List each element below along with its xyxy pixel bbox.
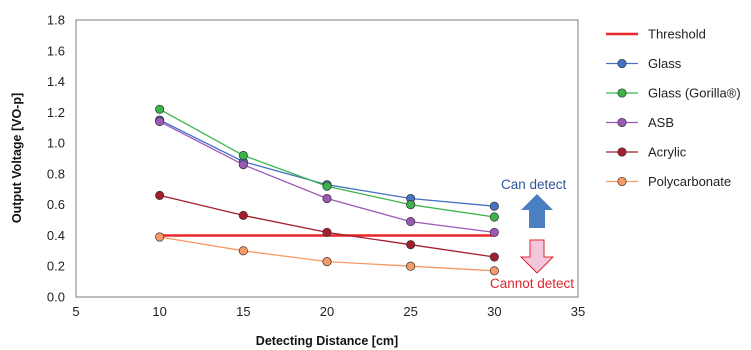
- cannot-detect-label: Cannot detect: [490, 276, 574, 291]
- data-point: [155, 117, 165, 127]
- legend-item: Threshold: [606, 27, 706, 42]
- legend-label: ASB: [648, 115, 674, 130]
- y-axis-title: Output Voltage [VO-p]: [10, 93, 24, 223]
- legend-marker: [617, 176, 627, 187]
- data-point: [322, 257, 332, 267]
- x-axis-ticks: 5 10 15 20 25 30 35: [72, 304, 585, 319]
- series-3: [155, 190, 499, 262]
- data-point: [489, 212, 499, 222]
- x-tick-label: 15: [236, 304, 250, 319]
- data-point: [322, 181, 332, 191]
- legend-item: ASB: [606, 115, 674, 130]
- data-point: [155, 232, 165, 242]
- series-4: [155, 232, 499, 276]
- y-tick-label: 1.6: [47, 43, 65, 58]
- legend-item: Glass (Gorilla®): [606, 86, 741, 101]
- y-tick-label: 0.4: [47, 228, 65, 243]
- y-tick-label: 0.6: [47, 197, 65, 212]
- legend-marker: [617, 88, 627, 98]
- y-axis-ticks: 0.0 0.2 0.4 0.6 0.8 1.0 1.2 1.4 1.6 1.8: [47, 13, 65, 305]
- data-point: [238, 160, 248, 170]
- series-2: [155, 117, 499, 237]
- can-detect-label: Can detect: [501, 177, 567, 192]
- data-point: [155, 190, 165, 200]
- legend-label: Acrylic: [648, 145, 687, 160]
- data-point: [238, 150, 248, 160]
- can-detect-annotation: Can detect: [501, 177, 567, 228]
- data-point: [489, 266, 499, 276]
- x-tick-label: 25: [403, 304, 417, 319]
- x-tick-label: 30: [487, 304, 501, 319]
- legend-label: Threshold: [648, 27, 706, 42]
- data-point: [238, 246, 248, 256]
- y-tick-label: 0.2: [47, 259, 65, 274]
- legend-item: Glass: [606, 56, 682, 71]
- x-tick-label: 5: [72, 304, 79, 319]
- x-tick-label: 20: [320, 304, 334, 319]
- data-point: [322, 227, 332, 237]
- data-point: [406, 217, 416, 227]
- legend-item: Polycarbonate: [606, 174, 731, 189]
- legend-label: Glass (Gorilla®): [648, 86, 741, 101]
- series-layer: [155, 104, 499, 276]
- data-point: [489, 227, 499, 237]
- legend-label: Glass: [648, 56, 682, 71]
- x-axis-title: Detecting Distance [cm]: [256, 334, 398, 348]
- data-point: [322, 193, 332, 204]
- y-tick-label: 0.0: [47, 290, 65, 305]
- legend: Threshold Glass Glass (Gorilla®) ASB Acrylic…: [606, 27, 741, 189]
- y-tick-label: 1.4: [47, 74, 65, 89]
- y-tick-label: 1.8: [47, 13, 65, 28]
- plot-area: [75, 19, 579, 298]
- y-tick-label: 1.2: [47, 105, 65, 120]
- cannot-detect-annotation: Cannot detect: [490, 239, 574, 291]
- legend-marker: [617, 117, 627, 128]
- down-arrow-icon: [519, 239, 555, 274]
- data-point: [406, 240, 416, 250]
- up-arrow-icon: [521, 194, 553, 228]
- legend-item: Acrylic: [606, 145, 687, 160]
- data-point: [489, 252, 499, 262]
- data-point: [406, 200, 416, 210]
- y-tick-label: 0.8: [47, 166, 65, 181]
- legend-marker: [617, 147, 627, 157]
- data-point: [155, 104, 165, 114]
- x-tick-label: 35: [571, 304, 585, 319]
- data-point: [238, 210, 248, 220]
- legend-marker: [617, 58, 627, 69]
- data-point: [489, 201, 499, 211]
- data-point: [406, 261, 416, 271]
- y-tick-label: 1.0: [47, 136, 65, 151]
- x-tick-label: 10: [152, 304, 166, 319]
- legend-label: Polycarbonate: [648, 174, 731, 189]
- series-1: [155, 104, 499, 222]
